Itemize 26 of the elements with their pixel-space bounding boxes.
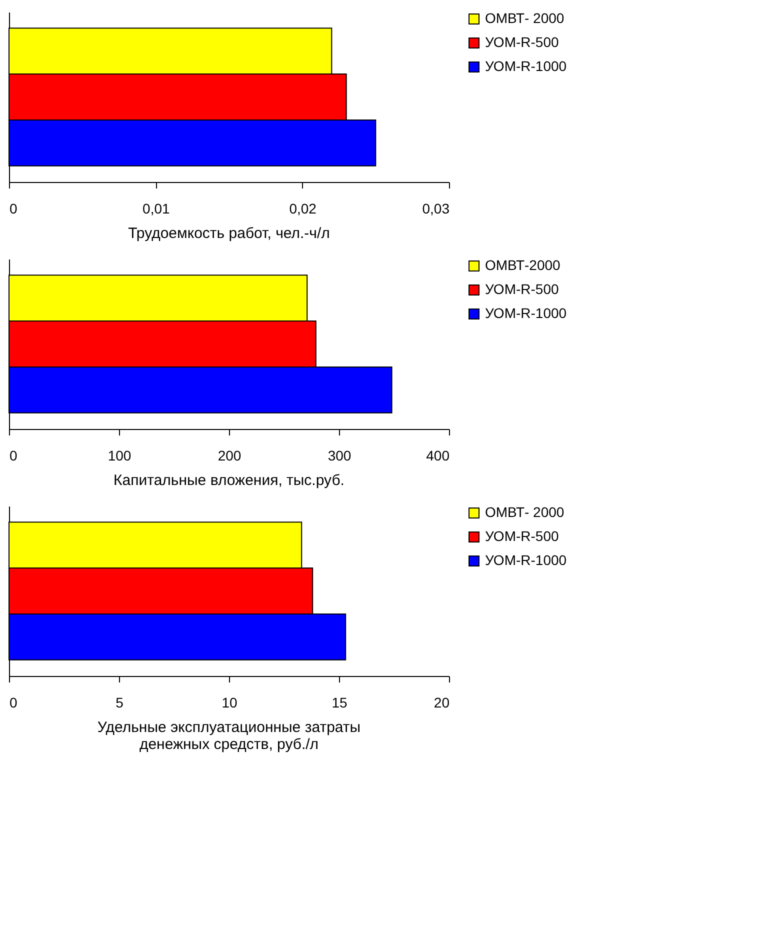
legend-label: УОМ-R-1000 (485, 552, 567, 568)
x-tick-label: 5 (116, 694, 124, 710)
x-tick-label: 100 (108, 448, 132, 464)
legend-label: ОМВТ- 2000 (485, 504, 564, 520)
x-tick-label: 0 (10, 448, 18, 464)
legend-label: УОМ-R-500 (485, 528, 559, 544)
x-tick-label: 300 (328, 448, 352, 464)
x-tick-label: 0,01 (142, 200, 170, 216)
legend-label: УОМ-R-1000 (485, 305, 567, 321)
x-axis-title: Капитальные вложения, тыс.руб. (114, 472, 344, 489)
x-axis-title: Трудоемкость работ, чел.-ч/л (128, 225, 330, 242)
x-tick-label: 0 (10, 694, 18, 710)
x-tick-label: 10 (222, 694, 238, 710)
x-tick-label: 0,02 (289, 200, 317, 216)
legend-label: ОМВТ- 2000 (485, 10, 564, 26)
legend-label: УОМ-R-500 (485, 281, 559, 297)
x-tick-label: 400 (426, 448, 450, 464)
legend-label: УОМ-R-1000 (485, 58, 567, 74)
legend-label: ОМВТ-2000 (485, 257, 561, 273)
x-tick-label: 200 (218, 448, 242, 464)
x-tick-label: 15 (332, 694, 348, 710)
legend-label: УОМ-R-500 (485, 34, 559, 50)
x-tick-label: 20 (434, 694, 450, 710)
x-tick-label: 0 (10, 200, 18, 216)
x-tick-label: 0,03 (422, 200, 450, 216)
x-axis-title: Удельные эксплуатационные затраты денежных средств, руб./л (97, 719, 361, 753)
